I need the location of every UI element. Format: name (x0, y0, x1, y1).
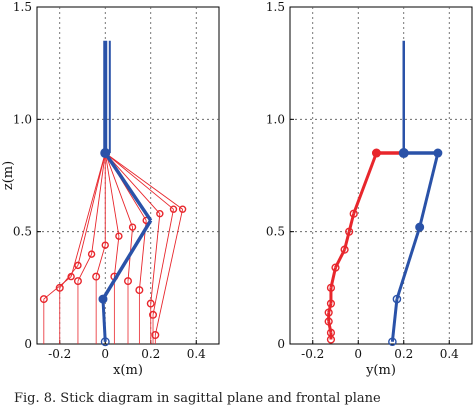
frontal-red-chain (327, 321, 333, 334)
frontal-blue-foot-marker (388, 337, 397, 347)
stance-thigh (103, 152, 153, 222)
stance-hip-marker (100, 148, 111, 159)
x-tick-label: 0.2 (394, 347, 413, 361)
frontal-blue-hip-marker (398, 148, 409, 159)
stance-shank (101, 219, 153, 300)
y-tick-label: 0.5 (13, 225, 32, 239)
x-axis-label: x(m) (113, 363, 143, 378)
stance-foot (101, 298, 107, 342)
swing-knee-marker (74, 261, 82, 270)
frontal-red-chain (352, 152, 378, 215)
x-tick-label: -0.2 (301, 347, 324, 361)
swing-shank-stick (152, 209, 174, 315)
swing-shank-stick (113, 236, 120, 277)
frontal-blue-ankle-marker (392, 294, 402, 304)
swing-ankle-marker (39, 295, 48, 304)
y-tick-label: 1.5 (13, 0, 32, 14)
swing-shank-stick (77, 253, 93, 282)
figure-caption: Fig. 8. Stick diagram in sagittal plane … (14, 391, 381, 405)
swing-thigh-stick (104, 152, 161, 214)
swing-knee-marker (87, 250, 96, 258)
swing-knee-marker (169, 205, 178, 213)
x-tick-label: 0.4 (440, 347, 459, 361)
frontal-red-knee-marker (345, 227, 354, 236)
swing-thigh-stick (104, 152, 120, 237)
frontal-red-chain (327, 303, 333, 313)
x-tick-label: 0 (101, 347, 109, 361)
swing-knee-marker (67, 272, 75, 281)
frontal-red-knee-marker (331, 263, 340, 272)
y-tick-label: 1.5 (266, 0, 285, 14)
swing-knee-marker (156, 209, 164, 218)
frontal-red-ankle-marker (324, 308, 333, 317)
x-axis-label: y(m) (365, 363, 396, 378)
frontal-blue-hip-right-marker (433, 148, 443, 158)
y-tick-label: 1.0 (13, 112, 32, 126)
swing-shank-stick (150, 213, 161, 304)
plot-frame (289, 6, 473, 345)
swing-thigh-stick (91, 152, 106, 255)
y-tick-label: 0 (277, 337, 285, 351)
swing-ankle-marker (92, 272, 101, 281)
frontal-blue-knee-marker (415, 222, 425, 232)
stance-ankle-marker (98, 294, 108, 304)
swing-ankle-marker (135, 286, 144, 295)
swing-knee-marker (128, 223, 137, 231)
x-tick-label: 0.2 (141, 347, 160, 361)
swing-shank-stick (154, 209, 184, 336)
swing-thigh-stick (77, 152, 106, 266)
swing-thigh-stick (104, 152, 133, 228)
x-tick-label: 0.4 (187, 347, 206, 361)
swing-thigh-stick (104, 152, 183, 210)
swing-ankle-marker (146, 299, 155, 308)
sagittal-panel: -0.2 0 0.2 0.4 0 0.5 1.0 1.5 x(m) z(m) (1, 0, 220, 378)
frontal-red-knee-marker (326, 283, 336, 292)
y-axis-label: z(m) (1, 161, 16, 190)
swing-ankle-marker (55, 283, 64, 292)
frontal-red-ankle-marker (324, 317, 333, 326)
swing-shank-stick (59, 265, 79, 289)
swing-knee-marker (115, 232, 123, 240)
frontal-panel: -0.2 0 0.2 0.4 0 0.5 1.0 1.5 y(m) (266, 0, 473, 378)
frontal-red-knee-marker (349, 209, 358, 218)
y-tick-label: 0.5 (266, 225, 285, 239)
frontal-blue-thigh (418, 152, 440, 228)
swing-thigh-stick (104, 152, 174, 210)
swing-knee-marker (101, 241, 109, 249)
swing-knee-marker (178, 205, 187, 213)
frontal-red-knee-marker (340, 245, 349, 254)
swing-ankle-marker (123, 277, 132, 286)
frontal-blue-foot (390, 298, 399, 342)
y-tick-label: 1.0 (266, 112, 285, 126)
frontal-red-hip-marker (371, 148, 381, 158)
y-tick-label: 0 (24, 337, 32, 351)
swing-ankle-marker (151, 331, 160, 340)
frontal-red-ankle-marker (326, 335, 336, 344)
frontal-red-knee-marker (326, 299, 336, 308)
swing-thigh-stick (70, 152, 106, 277)
swing-ankle-marker (149, 310, 158, 319)
swing-shank-stick (43, 276, 72, 300)
swing-shank-stick (95, 245, 106, 277)
frontal-blue-shank (395, 226, 422, 300)
x-tick-label: 0 (354, 347, 362, 361)
swing-ankle-marker (73, 277, 82, 286)
x-tick-label: -0.2 (48, 347, 71, 361)
stance-foot-marker (100, 337, 110, 347)
